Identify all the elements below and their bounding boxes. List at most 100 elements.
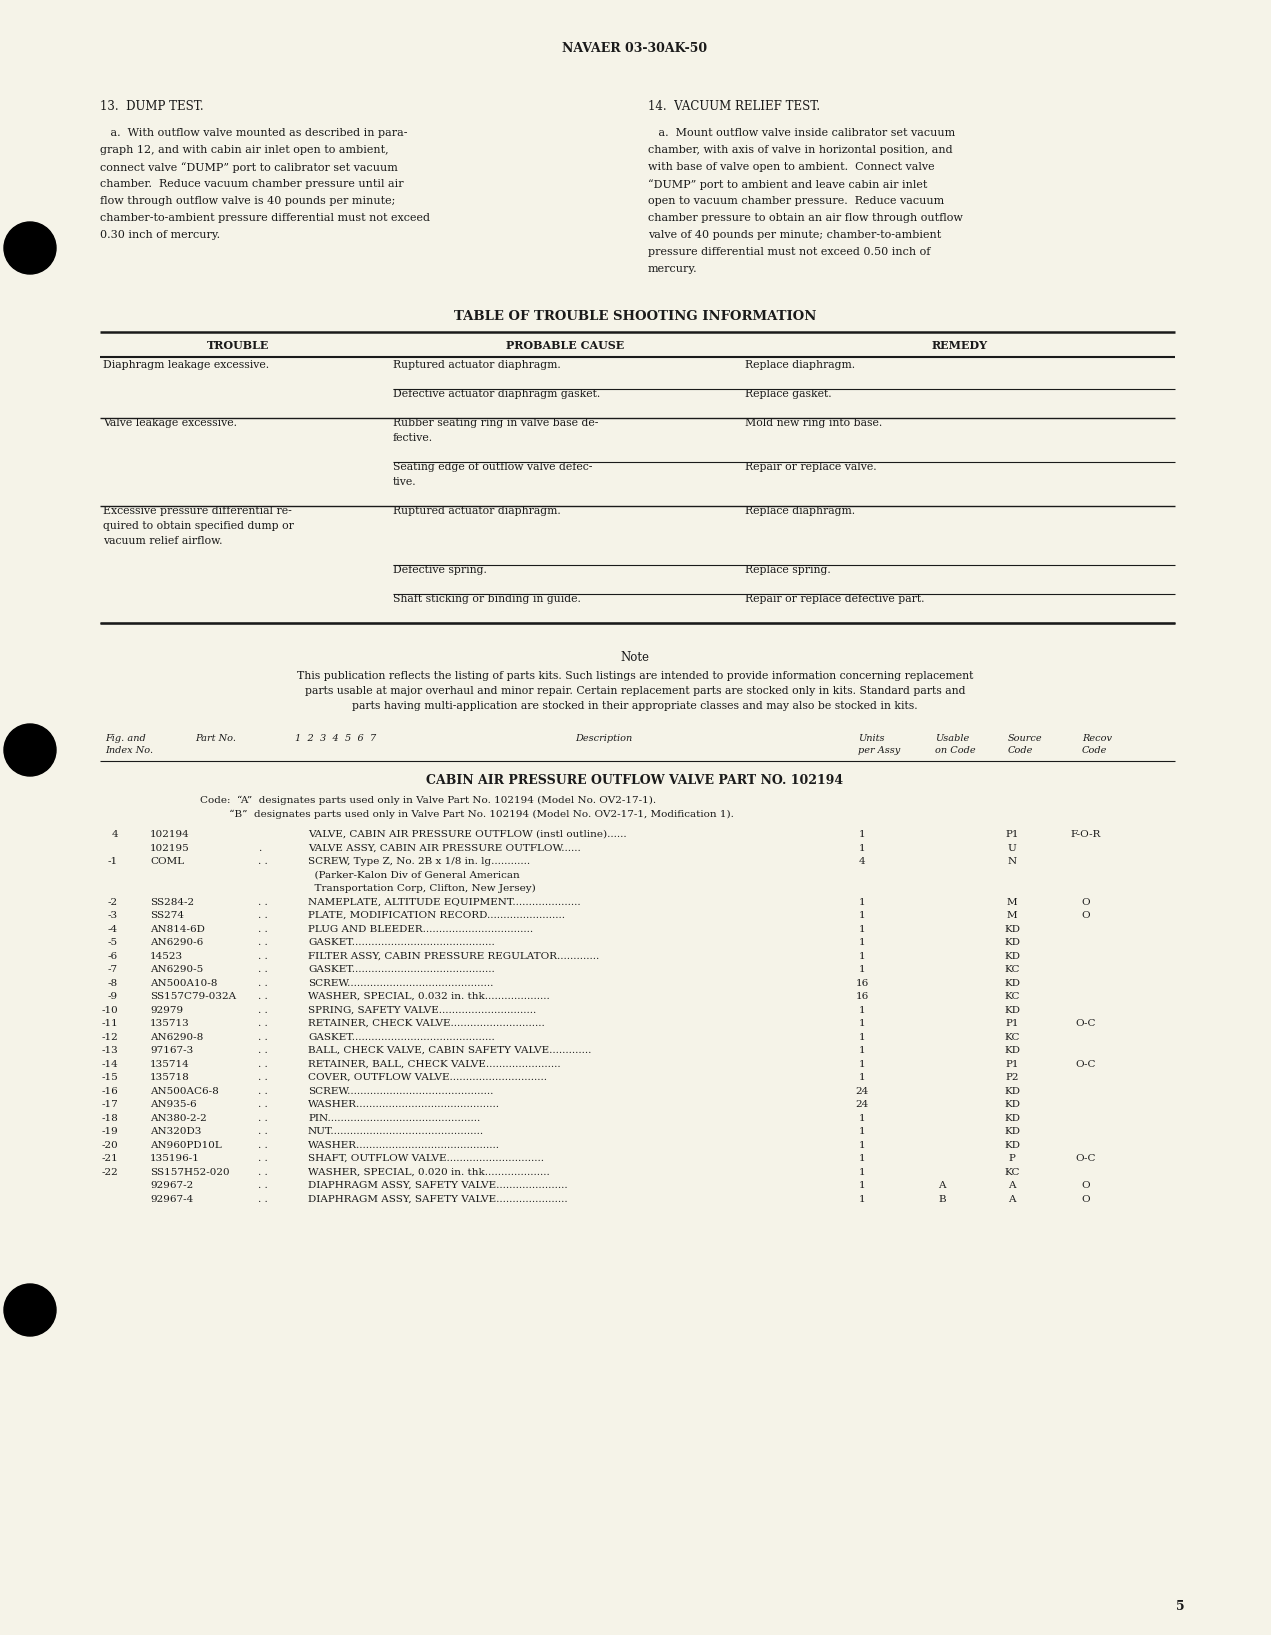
- Text: COML: COML: [150, 857, 184, 867]
- Text: B: B: [938, 1195, 946, 1203]
- Text: 24: 24: [855, 1100, 868, 1109]
- Text: . .: . .: [258, 1100, 268, 1109]
- Text: -17: -17: [102, 1100, 118, 1109]
- Text: 1: 1: [859, 1046, 866, 1055]
- Text: “B”  designates parts used only in Valve Part No. 102194 (Model No. OV2-17-1, Mo: “B” designates parts used only in Valve …: [200, 809, 733, 819]
- Text: 92979: 92979: [150, 1006, 183, 1014]
- Text: . .: . .: [258, 1087, 268, 1095]
- Text: Shaft sticking or binding in guide.: Shaft sticking or binding in guide.: [393, 594, 581, 603]
- Text: O-C: O-C: [1075, 1059, 1097, 1069]
- Text: Source: Source: [1008, 734, 1042, 742]
- Text: tive.: tive.: [393, 477, 417, 487]
- Text: KD: KD: [1004, 1046, 1021, 1055]
- Text: . .: . .: [258, 1180, 268, 1190]
- Text: a.  Mount outflow valve inside calibrator set vacuum: a. Mount outflow valve inside calibrator…: [648, 128, 956, 137]
- Text: Description: Description: [574, 734, 632, 742]
- Text: Code:  “A”  designates parts used only in Valve Part No. 102194 (Model No. OV2-1: Code: “A” designates parts used only in …: [200, 796, 656, 806]
- Text: PROBABLE CAUSE: PROBABLE CAUSE: [506, 340, 624, 352]
- Text: AN320D3: AN320D3: [150, 1127, 201, 1136]
- Text: WASHER............................................: WASHER..................................…: [308, 1141, 500, 1149]
- Text: 1: 1: [859, 965, 866, 974]
- Text: chamber.  Reduce vacuum chamber pressure until air: chamber. Reduce vacuum chamber pressure …: [100, 178, 404, 190]
- Text: -10: -10: [102, 1006, 118, 1014]
- Text: Recov: Recov: [1082, 734, 1112, 742]
- Text: A: A: [1008, 1195, 1016, 1203]
- Text: Valve leakage excessive.: Valve leakage excessive.: [103, 419, 236, 428]
- Text: 1: 1: [859, 1180, 866, 1190]
- Text: parts having multi-application are stocked in their appropriate classes and may : parts having multi-application are stock…: [352, 701, 918, 711]
- Text: Diaphragm leakage excessive.: Diaphragm leakage excessive.: [103, 360, 269, 370]
- Text: PLATE, MODIFICATION RECORD........................: PLATE, MODIFICATION RECORD..............…: [308, 911, 566, 921]
- Text: Defective actuator diaphragm gasket.: Defective actuator diaphragm gasket.: [393, 389, 600, 399]
- Text: KD: KD: [1004, 1127, 1021, 1136]
- Text: chamber-to-ambient pressure differential must not exceed: chamber-to-ambient pressure differential…: [100, 213, 430, 222]
- Text: PLUG AND BLEEDER..................................: PLUG AND BLEEDER........................…: [308, 924, 533, 934]
- Text: P1: P1: [1005, 1019, 1019, 1028]
- Text: . .: . .: [258, 1154, 268, 1162]
- Text: 135718: 135718: [150, 1073, 189, 1082]
- Text: Excessive pressure differential re-: Excessive pressure differential re-: [103, 505, 292, 517]
- Text: Seating edge of outflow valve defec-: Seating edge of outflow valve defec-: [393, 463, 592, 473]
- Text: . .: . .: [258, 965, 268, 974]
- Text: WASHER, SPECIAL, 0.032 in. thk....................: WASHER, SPECIAL, 0.032 in. thk..........…: [308, 992, 550, 1001]
- Text: . .: . .: [258, 1113, 268, 1123]
- Text: O: O: [1082, 898, 1091, 906]
- Text: chamber, with axis of valve in horizontal position, and: chamber, with axis of valve in horizonta…: [648, 146, 953, 155]
- Text: 1: 1: [859, 1032, 866, 1041]
- Text: DIAPHRAGM ASSY, SAFETY VALVE......................: DIAPHRAGM ASSY, SAFETY VALVE............…: [308, 1195, 568, 1203]
- Text: Replace diaphragm.: Replace diaphragm.: [745, 360, 855, 370]
- Text: Transportation Corp, Clifton, New Jersey): Transportation Corp, Clifton, New Jersey…: [308, 885, 536, 893]
- Text: 14.  VACUUM RELIEF TEST.: 14. VACUUM RELIEF TEST.: [648, 100, 820, 113]
- Text: on Code: on Code: [935, 746, 976, 755]
- Text: DIAPHRAGM ASSY, SAFETY VALVE......................: DIAPHRAGM ASSY, SAFETY VALVE............…: [308, 1180, 568, 1190]
- Text: 1: 1: [859, 911, 866, 921]
- Text: AN6290-6: AN6290-6: [150, 938, 203, 947]
- Text: 0.30 inch of mercury.: 0.30 inch of mercury.: [100, 231, 220, 240]
- Text: 92967-4: 92967-4: [150, 1195, 193, 1203]
- Text: U: U: [1008, 844, 1017, 852]
- Text: -3: -3: [108, 911, 118, 921]
- Text: Fig. and: Fig. and: [105, 734, 146, 742]
- Text: KD: KD: [1004, 952, 1021, 960]
- Text: 14523: 14523: [150, 952, 183, 960]
- Text: WASHER............................................: WASHER..................................…: [308, 1100, 500, 1109]
- Text: . .: . .: [258, 924, 268, 934]
- Circle shape: [4, 222, 56, 275]
- Text: parts usable at major overhaul and minor repair. Certain replacement parts are s: parts usable at major overhaul and minor…: [305, 687, 965, 697]
- Text: -5: -5: [108, 938, 118, 947]
- Text: REMEDY: REMEDY: [932, 340, 988, 352]
- Text: 13.  DUMP TEST.: 13. DUMP TEST.: [100, 100, 203, 113]
- Text: . .: . .: [258, 1073, 268, 1082]
- Text: 1: 1: [859, 1073, 866, 1082]
- Text: -20: -20: [102, 1141, 118, 1149]
- Text: AN935-6: AN935-6: [150, 1100, 197, 1109]
- Circle shape: [4, 724, 56, 777]
- Text: -21: -21: [102, 1154, 118, 1162]
- Text: connect valve “DUMP” port to calibrator set vacuum: connect valve “DUMP” port to calibrator …: [100, 162, 398, 173]
- Text: . .: . .: [258, 1127, 268, 1136]
- Text: KC: KC: [1004, 965, 1019, 974]
- Text: -8: -8: [108, 978, 118, 988]
- Text: TABLE OF TROUBLE SHOOTING INFORMATION: TABLE OF TROUBLE SHOOTING INFORMATION: [454, 311, 816, 324]
- Text: M: M: [1007, 911, 1017, 921]
- Text: NAMEPLATE, ALTITUDE EQUIPMENT.....................: NAMEPLATE, ALTITUDE EQUIPMENT...........…: [308, 898, 581, 906]
- Text: -11: -11: [102, 1019, 118, 1028]
- Text: Note: Note: [620, 651, 649, 664]
- Text: 1: 1: [859, 1006, 866, 1014]
- Text: . .: . .: [258, 992, 268, 1001]
- Text: . .: . .: [258, 952, 268, 960]
- Text: -12: -12: [102, 1032, 118, 1041]
- Text: 1: 1: [859, 1141, 866, 1149]
- Text: Ruptured actuator diaphragm.: Ruptured actuator diaphragm.: [393, 360, 561, 370]
- Text: 135713: 135713: [150, 1019, 189, 1028]
- Text: VALVE ASSY, CABIN AIR PRESSURE OUTFLOW......: VALVE ASSY, CABIN AIR PRESSURE OUTFLOW..…: [308, 844, 581, 852]
- Text: 97167-3: 97167-3: [150, 1046, 193, 1055]
- Text: AN6290-5: AN6290-5: [150, 965, 203, 974]
- Text: Defective spring.: Defective spring.: [393, 566, 487, 576]
- Text: . .: . .: [258, 1046, 268, 1055]
- Text: NUT...............................................: NUT.....................................…: [308, 1127, 484, 1136]
- Text: Repair or replace valve.: Repair or replace valve.: [745, 463, 877, 473]
- Text: F-O-R: F-O-R: [1070, 831, 1101, 839]
- Text: P2: P2: [1005, 1073, 1019, 1082]
- Text: Code: Code: [1008, 746, 1033, 755]
